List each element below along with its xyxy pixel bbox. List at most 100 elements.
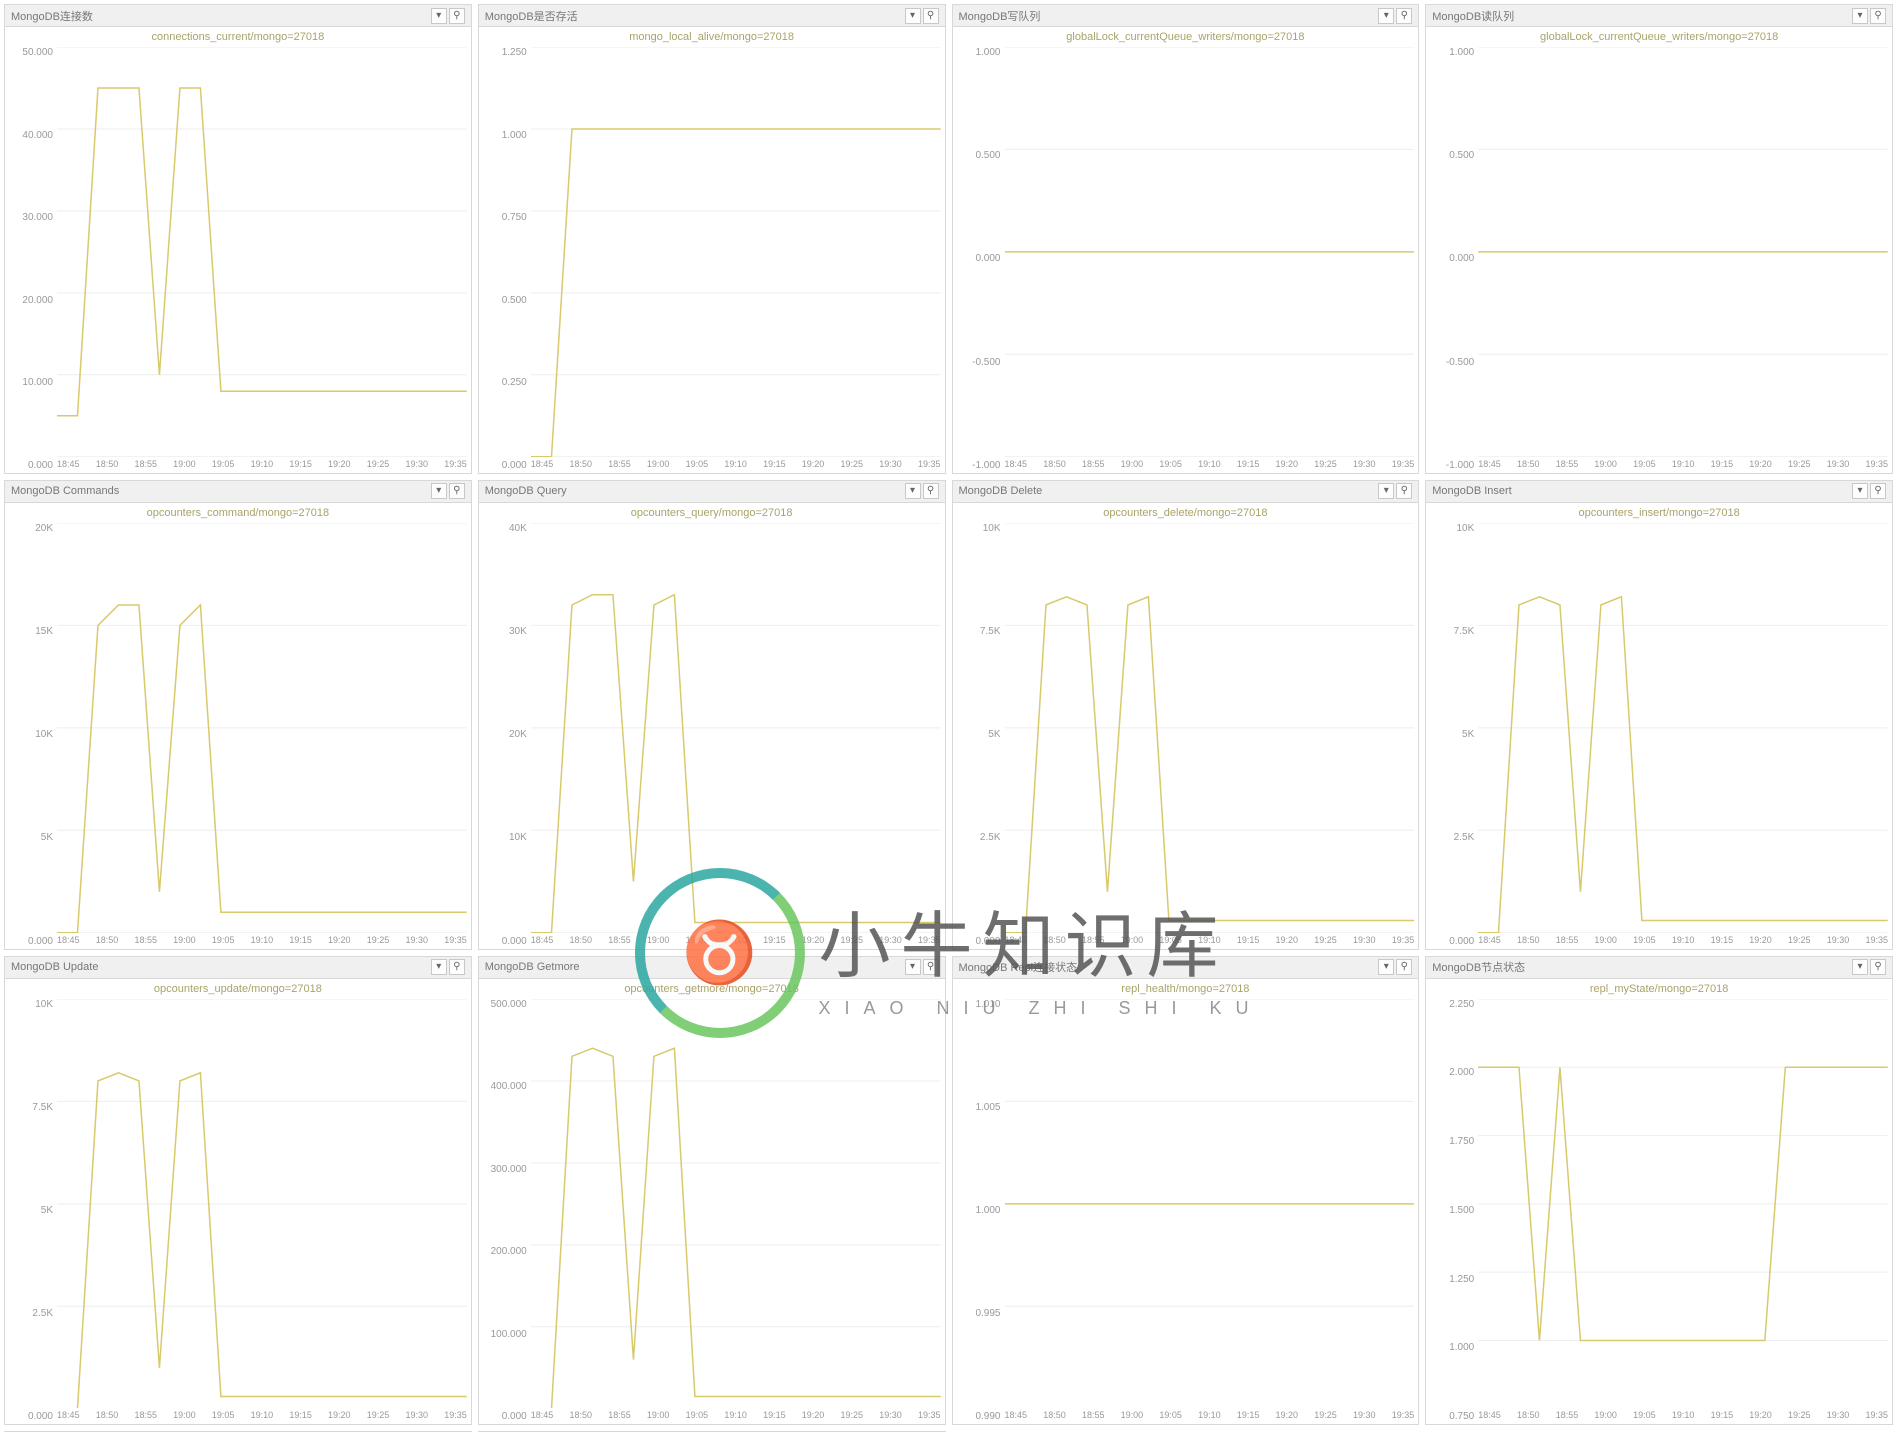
x-tick: 19:15: [763, 459, 786, 471]
collapse-button[interactable]: ▾: [905, 8, 921, 24]
y-tick: 0.750: [502, 212, 527, 223]
zoom-button[interactable]: ⚲: [449, 8, 465, 24]
collapse-button[interactable]: ▾: [431, 483, 447, 499]
zoom-button[interactable]: ⚲: [923, 8, 939, 24]
collapse-button[interactable]: ▾: [1378, 483, 1394, 499]
chart-body: 500.000400.000300.000200.000100.0000.000…: [479, 997, 945, 1425]
chart-subtitle: opcounters_getmore/mongo=27018: [479, 979, 945, 997]
y-tick: 0.500: [975, 150, 1000, 161]
collapse-button[interactable]: ▾: [905, 483, 921, 499]
y-tick: 0.000: [1449, 936, 1474, 947]
x-tick: 19:05: [1633, 459, 1656, 471]
series-line: [531, 594, 941, 932]
panel-title: MongoDB Commands: [11, 485, 119, 497]
zoom-button[interactable]: ⚲: [923, 483, 939, 499]
y-tick: 200.000: [491, 1246, 527, 1257]
zoom-button[interactable]: ⚲: [1870, 483, 1886, 499]
y-axis: 20K15K10K5K0.000: [7, 523, 57, 947]
panel-header: MongoDB Insert▾⚲: [1426, 481, 1892, 503]
plot-area[interactable]: [1478, 523, 1888, 933]
x-tick: 19:35: [444, 459, 467, 471]
x-tick: 19:25: [1314, 1410, 1337, 1422]
x-tick: 19:05: [212, 1410, 235, 1422]
zoom-button[interactable]: ⚲: [449, 483, 465, 499]
y-tick: 0.750: [1449, 1411, 1474, 1422]
chart-body: 2.2502.0001.7501.5001.2501.0000.75018:45…: [1426, 997, 1892, 1425]
collapse-button[interactable]: ▾: [1852, 8, 1868, 24]
x-tick: 19:05: [212, 935, 235, 947]
plot-area[interactable]: [57, 999, 467, 1409]
zoom-button[interactable]: ⚲: [1870, 8, 1886, 24]
plot-area[interactable]: [531, 999, 941, 1409]
panel-title: MongoDB Getmore: [485, 961, 580, 973]
y-axis: 1.0101.0051.0000.9950.990: [955, 999, 1005, 1423]
y-tick: 10K: [35, 729, 53, 740]
plot-area[interactable]: [531, 523, 941, 933]
zoom-button[interactable]: ⚲: [1870, 959, 1886, 975]
plot-area[interactable]: [57, 47, 467, 457]
series-line: [531, 1048, 941, 1409]
collapse-button[interactable]: ▾: [1852, 483, 1868, 499]
x-tick: 19:10: [1198, 459, 1221, 471]
zoom-button[interactable]: ⚲: [1396, 8, 1412, 24]
panel-header: MongoDB Repl连接状态▾⚲: [953, 957, 1419, 979]
x-tick: 18:50: [1043, 459, 1066, 471]
chart-panel: MongoDB复制延时▾⚲repl_lag/mongo=270180.000-0…: [4, 1431, 472, 1432]
x-tick: 19:30: [1353, 935, 1376, 947]
plot-area[interactable]: [57, 523, 467, 933]
x-tick: 19:00: [647, 935, 670, 947]
x-tick: 18:55: [608, 935, 631, 947]
y-tick: 0.995: [975, 1308, 1000, 1319]
plot-area[interactable]: [531, 47, 941, 457]
y-tick: 10K: [983, 523, 1001, 534]
panel-actions: ▾⚲: [431, 8, 465, 24]
series-line: [1478, 597, 1888, 933]
zoom-button[interactable]: ⚲: [449, 959, 465, 975]
x-tick: 19:15: [1711, 1410, 1734, 1422]
collapse-button[interactable]: ▾: [1378, 959, 1394, 975]
x-tick: 19:35: [918, 459, 941, 471]
y-tick: 0.500: [1449, 150, 1474, 161]
collapse-button[interactable]: ▾: [1378, 8, 1394, 24]
x-tick: 19:25: [1314, 935, 1337, 947]
x-tick: 19:05: [686, 935, 709, 947]
y-tick: 1.000: [975, 1205, 1000, 1216]
panel-header: MongoDB Update ▾⚲: [5, 957, 471, 979]
panel-title: MongoDB Update: [11, 961, 98, 973]
x-axis: 18:4518:5018:5519:0019:0519:1019:1519:20…: [1005, 457, 1415, 471]
x-tick: 19:00: [1594, 459, 1617, 471]
x-tick: 19:10: [724, 935, 747, 947]
y-tick: 5K: [41, 1205, 53, 1216]
series-line: [57, 605, 467, 933]
collapse-button[interactable]: ▾: [905, 959, 921, 975]
plot-area[interactable]: [1005, 999, 1415, 1409]
y-tick: 500.000: [491, 999, 527, 1010]
y-tick: 0.000: [28, 1411, 53, 1422]
plot-area[interactable]: [1478, 999, 1888, 1409]
x-tick: 18:55: [1556, 459, 1579, 471]
panel-actions: ▾⚲: [431, 483, 465, 499]
x-tick: 19:20: [328, 935, 351, 947]
zoom-button[interactable]: ⚲: [1396, 483, 1412, 499]
y-tick: 0.000: [975, 253, 1000, 264]
x-tick: 19:35: [918, 935, 941, 947]
x-tick: 18:55: [1082, 459, 1105, 471]
y-tick: 1.250: [1449, 1274, 1474, 1285]
zoom-button[interactable]: ⚲: [923, 959, 939, 975]
chart-subtitle: opcounters_update/mongo=27018: [5, 979, 471, 997]
plot-area[interactable]: [1478, 47, 1888, 457]
plot-area[interactable]: [1005, 47, 1415, 457]
y-tick: 0.000: [502, 460, 527, 471]
collapse-button[interactable]: ▾: [431, 8, 447, 24]
x-axis: 18:4518:5018:5519:0019:0519:1019:1519:20…: [1478, 457, 1888, 471]
y-tick: 10K: [35, 999, 53, 1010]
x-tick: 19:25: [841, 935, 864, 947]
collapse-button[interactable]: ▾: [1852, 959, 1868, 975]
chart-panel: MongoDB Delete▾⚲opcounters_delete/mongo=…: [952, 480, 1420, 950]
collapse-button[interactable]: ▾: [431, 959, 447, 975]
y-axis: 1.0000.5000.000-0.500-1.000: [1428, 47, 1478, 471]
x-tick: 19:10: [1672, 459, 1695, 471]
zoom-button[interactable]: ⚲: [1396, 959, 1412, 975]
x-tick: 18:50: [569, 1410, 592, 1422]
plot-area[interactable]: [1005, 523, 1415, 933]
